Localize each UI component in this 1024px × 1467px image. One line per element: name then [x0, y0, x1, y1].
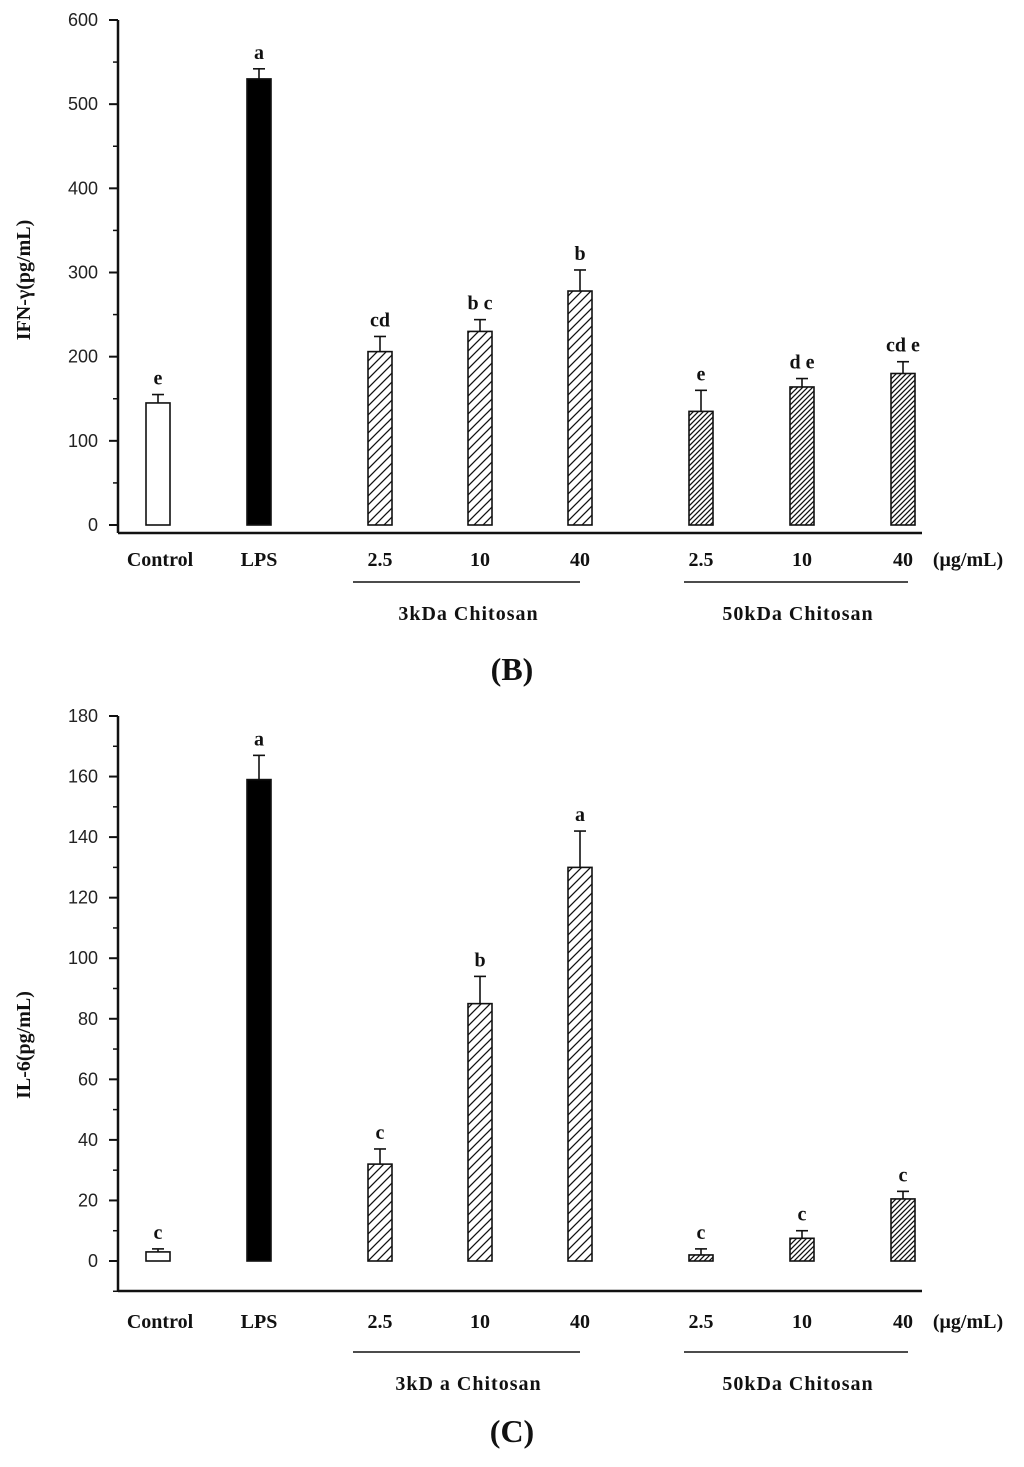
significance-label: cd — [370, 309, 390, 331]
x-tick-label: 10 — [470, 1311, 490, 1333]
x-tick-label: 10 — [792, 1311, 812, 1333]
x-tick-label: LPS — [241, 1311, 278, 1333]
panel-label-b: (B) — [491, 651, 534, 687]
y-tick-label: 500 — [68, 94, 98, 114]
group-label: 50kDa Chitosan — [722, 603, 873, 625]
x-tick-label: 40 — [570, 1311, 590, 1333]
y-tick-label: 20 — [78, 1190, 98, 1210]
significance-label: d e — [790, 352, 815, 374]
bar — [145, 1251, 171, 1262]
bar — [145, 402, 171, 526]
significance-label: a — [254, 42, 264, 64]
y-tick-label: 0 — [88, 515, 98, 535]
y-tick-label: 300 — [68, 263, 98, 283]
significance-label: b — [574, 243, 585, 265]
bar — [246, 78, 272, 526]
bar — [890, 1198, 916, 1262]
x-tick-label: 2.5 — [689, 549, 714, 571]
significance-label: cd e — [886, 335, 920, 357]
y-axis-label: IFN-γ(pg/mL) — [13, 220, 35, 340]
bar — [890, 372, 916, 526]
bar — [789, 1237, 815, 1262]
y-tick-label: 400 — [68, 178, 98, 198]
unit-label: (μg/mL) — [933, 549, 1003, 571]
x-tick-label: 2.5 — [689, 1311, 714, 1333]
y-tick-label: 100 — [68, 431, 98, 451]
group-label: 3kDa Chitosan — [398, 603, 538, 625]
bar — [567, 866, 593, 1262]
significance-label: a — [575, 804, 585, 826]
x-tick-label: 2.5 — [368, 1311, 393, 1333]
significance-label: c — [697, 1222, 706, 1244]
x-tick-label: Control — [127, 1311, 194, 1333]
significance-label: a — [254, 728, 264, 750]
x-tick-label: 40 — [893, 549, 913, 571]
x-tick-label: 10 — [470, 549, 490, 571]
bar — [367, 1163, 393, 1262]
bar — [688, 410, 714, 526]
significance-label: b — [474, 949, 485, 971]
x-tick-label: 40 — [893, 1311, 913, 1333]
bar — [367, 350, 393, 526]
x-tick-label: LPS — [241, 549, 278, 571]
significance-label: c — [376, 1122, 385, 1144]
bar — [688, 1254, 714, 1262]
y-tick-label: 160 — [68, 767, 98, 787]
x-tick-label: 40 — [570, 549, 590, 571]
significance-label: c — [154, 1222, 163, 1244]
bar — [467, 1002, 493, 1262]
y-tick-label: 0 — [88, 1251, 98, 1271]
significance-label: e — [697, 363, 706, 385]
x-tick-label: Control — [127, 549, 194, 571]
x-tick-label: 10 — [792, 549, 812, 571]
y-tick-label: 80 — [78, 1009, 98, 1029]
significance-label: c — [899, 1164, 908, 1186]
bar — [789, 386, 815, 526]
group-label: 3kD a Chitosan — [395, 1373, 541, 1395]
significance-label: b c — [468, 293, 493, 315]
x-tick-label: 2.5 — [368, 549, 393, 571]
y-tick-label: 180 — [68, 706, 98, 726]
bar — [567, 290, 593, 526]
y-axis-label: IL-6(pg/mL) — [13, 991, 35, 1099]
unit-label: (μg/mL) — [933, 1311, 1003, 1333]
y-tick-label: 600 — [68, 10, 98, 30]
bar — [467, 330, 493, 526]
chart-panel-c: 0 20 40 60 80 100 120 140 160 180 IL-6(pg/mL) c Cont… — [13, 706, 1003, 1395]
bar — [246, 778, 272, 1262]
y-tick-label: 100 — [68, 948, 98, 968]
y-tick-label: 120 — [68, 888, 98, 908]
significance-label: e — [154, 368, 163, 390]
panel-label-c: (C) — [490, 1413, 534, 1449]
y-tick-label: 60 — [78, 1069, 98, 1089]
group-label: 50kDa Chitosan — [722, 1373, 873, 1395]
y-tick-label: 200 — [68, 347, 98, 367]
significance-label: c — [798, 1204, 807, 1226]
y-tick-label: 140 — [68, 827, 98, 847]
y-tick-label: 40 — [78, 1130, 98, 1150]
chart-panel-b: 0 100 200 300 400 500 600 IFN-γ(pg/mL) e Control a… — [13, 10, 1003, 625]
